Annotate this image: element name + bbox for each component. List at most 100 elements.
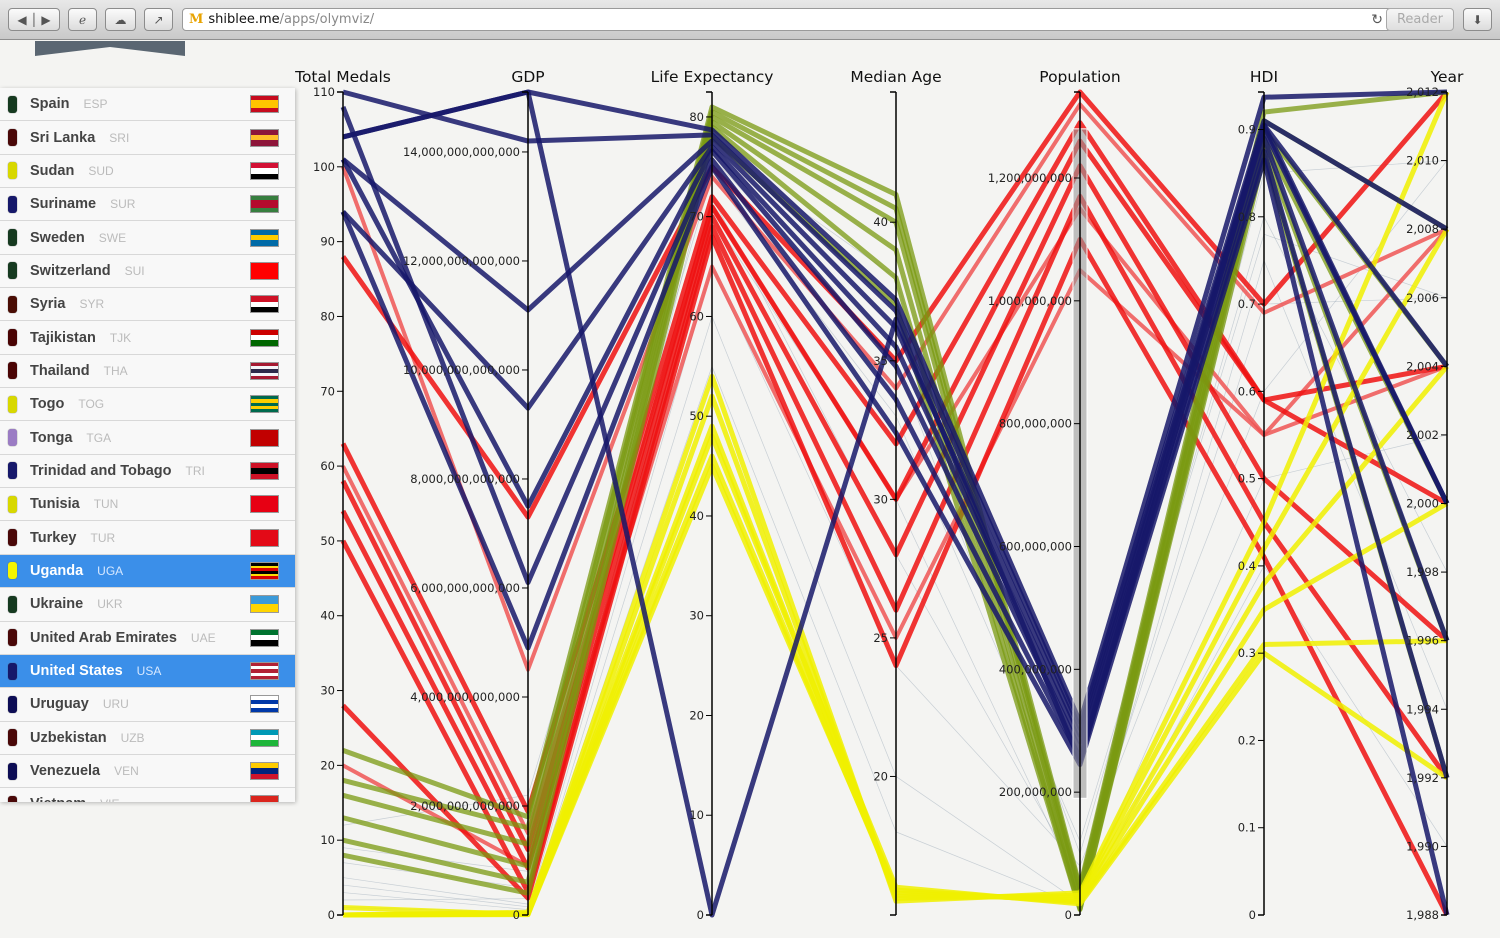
color-swatch [8, 795, 17, 802]
tick-label: 20 [689, 708, 704, 722]
tick-label: 1,988 [1406, 908, 1439, 922]
axis-life-expectancy[interactable]: Life Expectancy 0 10 20 30 40 50 60 70 80 [651, 68, 774, 922]
download-icon[interactable]: ⬇ [1463, 8, 1492, 31]
tick-label: 200,000,000 [999, 785, 1072, 799]
tick-label: 2,010 [1406, 154, 1439, 168]
tick-label: 2,000,000,000,000 [410, 799, 520, 813]
country-code: TOG [78, 397, 105, 412]
tick-label: 1,998 [1406, 565, 1439, 579]
country-item[interactable]: Sri Lanka SRI [0, 121, 295, 155]
country-item[interactable]: Tajikistan TJK [0, 321, 295, 355]
flag-icon [250, 728, 279, 747]
axis-median-age[interactable]: Median Age 20 25 30 35 40 [850, 68, 942, 916]
country-code: TUN [93, 497, 119, 512]
back-forward-button[interactable]: ◀ │ ▶ [8, 8, 60, 31]
axis-population[interactable]: Population 0 200,000,000 400,000,000 600,000… [988, 68, 1121, 922]
country-item[interactable]: Ukraine UKR [0, 588, 295, 622]
history-icon[interactable]: ℯ [68, 8, 97, 31]
color-swatch [8, 695, 17, 713]
reload-icon[interactable]: ↻ [1371, 11, 1383, 28]
icloud-icon[interactable]: ☁ [105, 8, 136, 31]
color-swatch [8, 295, 17, 313]
color-swatch [8, 95, 17, 113]
country-item[interactable]: Turkey TUR [0, 521, 295, 555]
country-item[interactable]: Trinidad and Tobago TRI [0, 455, 295, 489]
country-code: VEN [114, 764, 139, 779]
series-line-uganda[interactable] [342, 433, 1449, 918]
tick-label: 25 [873, 631, 888, 645]
tick-label: 1,990 [1406, 839, 1439, 853]
lines [340, 89, 1450, 918]
back-icon[interactable]: ◀ [17, 12, 27, 27]
forward-icon[interactable]: ▶ [41, 12, 51, 27]
country-item[interactable]: Tunisia TUN [0, 488, 295, 522]
country-item[interactable]: Spain ESP [0, 88, 295, 122]
tick-label: 0 [697, 908, 704, 922]
country-item[interactable]: Syria SYR [0, 288, 295, 322]
tick-label: 0.9 [1238, 123, 1256, 137]
tick-label: 40 [689, 509, 704, 523]
flag-icon [250, 261, 279, 280]
country-item[interactable]: Tonga TGA [0, 421, 295, 455]
axis-title: Population [1039, 68, 1120, 86]
axis-title: Median Age [850, 68, 941, 86]
country-item[interactable]: Vietnam VIE [0, 788, 295, 802]
tick-label: 1,200,000,000 [988, 171, 1072, 185]
flag-icon [250, 128, 279, 147]
country-item[interactable]: United Arab Emirates UAE [0, 622, 295, 655]
country-list[interactable]: Spain ESP Sri Lanka SRI Sudan SUD Surina… [0, 88, 295, 802]
tick-label: 2,002 [1406, 428, 1439, 442]
country-name: Turkey [30, 529, 77, 546]
country-code: VIE [100, 797, 119, 802]
series-line-uganda[interactable] [342, 453, 1449, 918]
color-swatch [8, 395, 17, 413]
country-name: Thailand [30, 362, 90, 379]
site-logo: M [189, 12, 204, 27]
flag-icon [250, 795, 279, 802]
tick-label: 6,000,000,000,000 [410, 581, 520, 595]
axis-hdi[interactable]: HDI 0 0.1 0.2 0.3 0.4 0.5 0.6 0.7 0.8 0.9 [1238, 68, 1278, 922]
country-code: USA [136, 664, 162, 679]
share-icon[interactable]: ↗ [144, 8, 173, 31]
country-item[interactable]: Thailand THA [0, 355, 295, 389]
country-item[interactable]: Uganda UGA [0, 554, 295, 589]
country-name: Ukraine [30, 596, 84, 613]
country-name: Uzbekistan [30, 729, 107, 746]
flag-icon [250, 628, 279, 647]
tick-label: 10,000,000,000,000 [403, 363, 520, 377]
country-item[interactable]: United States USA [0, 654, 295, 689]
country-item[interactable]: Sweden SWE [0, 221, 295, 255]
tick-label: 10 [320, 833, 335, 847]
color-swatch [8, 329, 17, 347]
color-swatch [8, 495, 17, 513]
country-item[interactable]: Suriname SUR [0, 188, 295, 222]
color-swatch [8, 429, 17, 447]
country-item[interactable]: Venezuela VEN [0, 755, 295, 789]
tick-label: 600,000,000 [999, 539, 1072, 553]
country-code: TRI [185, 463, 205, 478]
axis-gdp[interactable]: GDP 0 2,000,000,000,000 4,000,000,000,000 6,… [403, 68, 545, 922]
address-bar[interactable]: M shiblee.me/apps/olymviz/ ↻ [182, 8, 1392, 31]
reader-button[interactable]: Reader [1386, 8, 1454, 31]
url-path: /apps/olymviz/ [279, 12, 375, 27]
tick-label: 60 [320, 459, 335, 473]
country-item[interactable]: Switzerland SUI [0, 255, 295, 289]
axis-total-medals[interactable]: Total Medals 0 10 20 30 40 50 60 70 80 90 100 110 [294, 68, 391, 922]
country-item[interactable]: Sudan SUD [0, 155, 295, 189]
country-name: Venezuela [30, 763, 101, 780]
url-host: shiblee.me [208, 12, 280, 27]
color-swatch [8, 595, 17, 613]
country-code: UKR [97, 597, 123, 612]
country-name: Uganda [30, 562, 84, 579]
tick-label: 0 [1065, 908, 1072, 922]
country-item[interactable]: Togo TOG [0, 388, 295, 422]
country-code: SUD [88, 163, 114, 178]
tick-label: 0.7 [1238, 297, 1256, 311]
axis-year[interactable]: Year 1,988 1,990 1,992 1,994 1,996 1,998 2,000 2… [1406, 68, 1464, 922]
country-item[interactable]: Uruguay URU [0, 688, 295, 722]
country-name: Syria [30, 296, 66, 313]
country-name: Suriname [30, 196, 97, 213]
country-code: TGA [86, 430, 112, 445]
country-code: SYR [79, 297, 105, 312]
country-item[interactable]: Uzbekistan UZB [0, 722, 295, 755]
